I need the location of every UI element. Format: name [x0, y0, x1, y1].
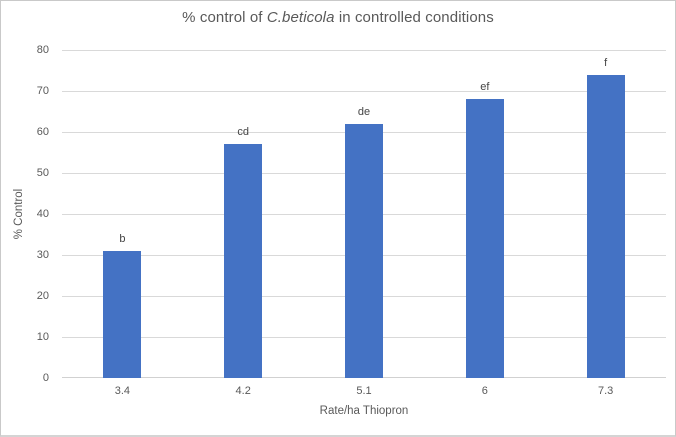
y-tick-label: 10 — [36, 331, 49, 343]
chart-title-prefix: % control of — [182, 9, 267, 26]
bar — [224, 144, 263, 378]
bar — [345, 124, 383, 378]
x-tick-label: 3.4 — [114, 385, 131, 397]
chart-title-suffix: in controlled conditions — [334, 9, 494, 26]
chart-title-species: C.beticola — [266, 9, 335, 26]
bar-data-label: f — [604, 57, 608, 69]
x-axis-title: Rate/ha Thiopron — [319, 405, 409, 417]
bar-data-label: ef — [480, 81, 490, 93]
x-tick-label: 7.3 — [597, 385, 614, 397]
bar-data-label: cd — [237, 126, 249, 138]
bar — [465, 99, 504, 378]
bar-data-label: de — [357, 106, 371, 118]
bar — [103, 251, 142, 378]
chart-title: % control of C.beticola in controlled co… — [1, 9, 675, 26]
gridline — [62, 50, 666, 51]
y-tick-label: 30 — [36, 249, 49, 261]
bar-data-label: b — [119, 233, 126, 245]
plot-area: b cd de ef f — [62, 50, 666, 378]
y-tick-label: 60 — [36, 126, 49, 138]
y-tick-label: 70 — [36, 85, 49, 97]
y-tick-label: 80 — [36, 44, 49, 56]
bar — [586, 75, 625, 378]
y-tick-label: 40 — [36, 208, 49, 220]
x-tick-label: 6 — [481, 385, 488, 397]
y-tick-label: 20 — [36, 290, 49, 302]
y-tick-label: 0 — [42, 372, 49, 384]
gridline — [62, 91, 666, 92]
y-tick-label: 50 — [36, 167, 49, 179]
x-tick-label: 5.1 — [356, 385, 372, 397]
x-tick-label: 4.2 — [235, 385, 251, 397]
